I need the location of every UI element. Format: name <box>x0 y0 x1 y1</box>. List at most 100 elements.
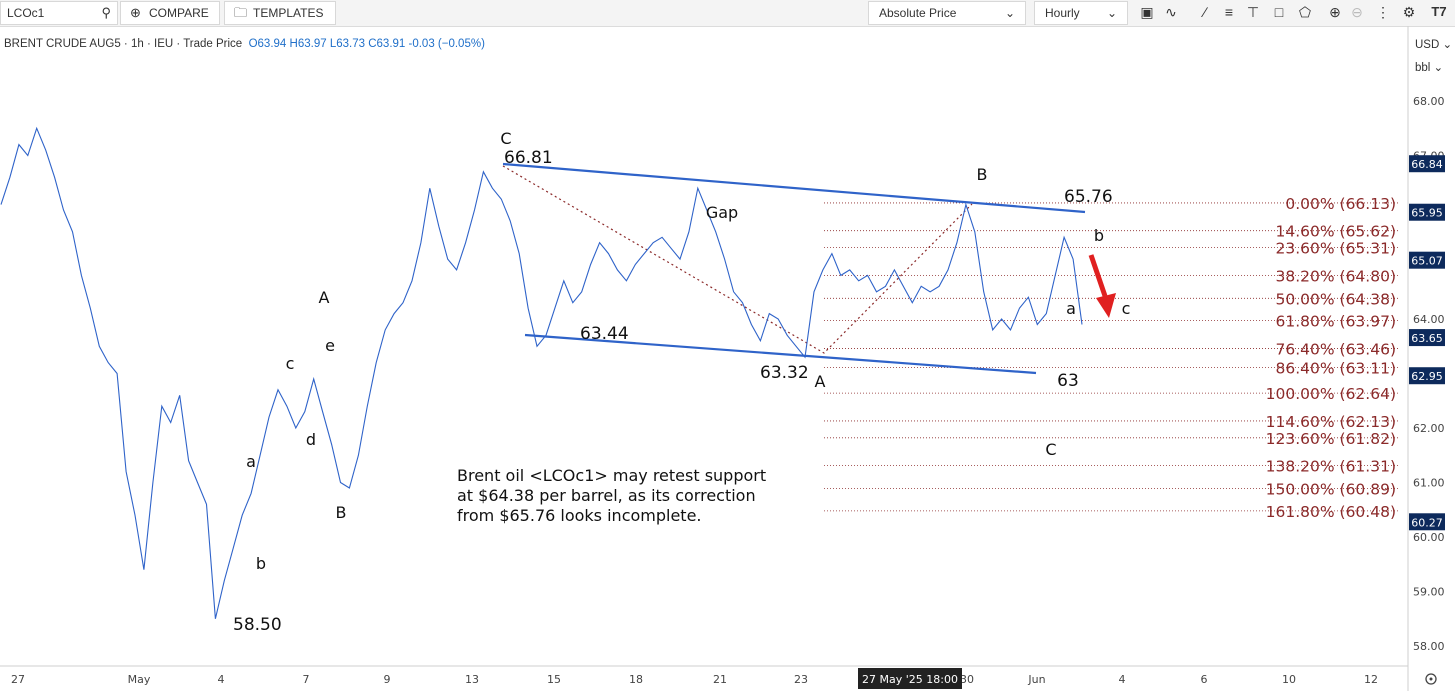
price-mode-value: Absolute Price <box>879 6 957 20</box>
fib-level-label: 86.40% (63.11) <box>1275 360 1396 378</box>
settings-icon[interactable]: ⚙ <box>1402 4 1416 20</box>
shapes-icon[interactable]: □ <box>1274 4 1284 20</box>
ohlc-change: -0.03 (−0.05%) <box>408 38 485 50</box>
fib-level-pct: 76.40% <box>1275 340 1334 358</box>
fib-level-label: 14.60% (65.62) <box>1275 223 1396 241</box>
price-label: 58.50 <box>233 615 282 635</box>
fib-level-pct: 38.20% <box>1275 267 1334 285</box>
wave-label: b <box>1094 226 1104 245</box>
ohlc-high: H63.97 <box>289 38 327 50</box>
wave-label: b <box>256 554 266 573</box>
fib-level-pct: 100.00% <box>1266 385 1335 403</box>
price-line <box>0 126 1083 619</box>
fib-level-pct: 123.60% <box>1266 430 1335 448</box>
wave-label: Gap <box>706 203 738 222</box>
channel-upper-line <box>502 162 1086 214</box>
channel-lines <box>502 162 1086 375</box>
fib-level-pct: 0.00% <box>1285 195 1334 213</box>
wave-label: d <box>306 430 316 449</box>
fib-level-price: (63.11) <box>1335 360 1396 378</box>
price-mode-select[interactable]: Absolute Price ⌄ <box>868 1 1026 25</box>
y-tick-label: 66.00 <box>1413 204 1445 217</box>
fib-level-price: (65.31) <box>1335 240 1396 258</box>
drawing-lines-icon[interactable]: ∕ <box>1203 4 1207 20</box>
search-icon[interactable]: ⚲ <box>101 5 111 20</box>
instrument-price-type: Trade Price <box>183 38 243 50</box>
fib-level-price: (65.62) <box>1335 223 1396 241</box>
x-tick-label: 4 <box>218 673 225 686</box>
fib-level-price: (60.89) <box>1335 480 1396 498</box>
wave-label: B <box>977 165 988 184</box>
fib-level-label: 150.00% (60.89) <box>1266 480 1396 498</box>
y-tick-label: 62.00 <box>1413 422 1445 435</box>
x-axis: 27 May 4 7 9 13 15 18 21 23 25 30 Jun 4 6 10 12 27 May '2… <box>11 668 1378 689</box>
price-tag-label: 60.27 <box>1411 516 1443 529</box>
note-line: Brent oil <LCOc1> may retest support <box>457 466 766 485</box>
wave-label: A <box>319 288 330 307</box>
fib-level-pct: 50.00% <box>1275 290 1334 308</box>
x-tick-label: May <box>128 673 151 686</box>
fib-level-price: (63.97) <box>1335 313 1396 331</box>
price-tag-box <box>1409 203 1445 221</box>
fib-level-label: 50.00% (64.38) <box>1275 290 1396 308</box>
x-tick-label: 12 <box>1364 673 1378 686</box>
currency-select[interactable]: USD ⌄ <box>1415 39 1453 51</box>
zoom-out-icon[interactable]: ⊖ <box>1351 4 1363 20</box>
wave-label: B <box>336 503 347 522</box>
x-tick-label: 27 <box>11 673 25 686</box>
compare-button[interactable]: ⊕ COMPARE <box>120 1 220 25</box>
wave-label: e <box>325 336 335 355</box>
fib-level-label: 76.40% (63.46) <box>1275 340 1396 358</box>
y-tick-label: 68.00 <box>1413 95 1445 108</box>
y-tick-label: 60.00 <box>1413 531 1445 544</box>
zoom-in-icon[interactable]: ⊕ <box>1329 4 1341 20</box>
text-tool-icon[interactable]: ⊤ <box>1246 4 1260 20</box>
y-tick-label: 59.00 <box>1413 586 1445 599</box>
price-series <box>0 126 1083 619</box>
y-tick-label: 65.00 <box>1413 259 1445 272</box>
polygon-icon[interactable]: ⬠ <box>1298 4 1312 20</box>
currency-value: USD <box>1415 39 1440 51</box>
symbol-search-input[interactable]: LCOc1 ⚲ <box>0 1 118 25</box>
instrument-info: BRENT CRUDE AUG5 · 1h · IEU · Trade Pric… <box>4 38 485 50</box>
forecast-arrow-shaft <box>1088 254 1108 297</box>
interval-select[interactable]: Hourly ⌄ <box>1034 1 1128 25</box>
more-icon[interactable]: ⋮ <box>1376 4 1390 20</box>
indicator-icon[interactable]: ∿ <box>1165 4 1177 20</box>
bar-chart-icon[interactable]: ▣ <box>1140 4 1154 20</box>
wave-label: a <box>246 452 256 471</box>
fib-level-pct: 61.80% <box>1275 313 1334 331</box>
fib-level-label: 0.00% (66.13) <box>1285 195 1396 213</box>
crosshair-date-label: 27 May '25 18:00 <box>862 673 958 686</box>
fib-level-price: (66.13) <box>1335 195 1396 213</box>
x-tick-label: Jun <box>1027 673 1045 686</box>
fib-level-price: (63.46) <box>1335 340 1396 358</box>
x-tick-label: 18 <box>629 673 643 686</box>
x-tick-label: 15 <box>547 673 561 686</box>
reset-view-icon[interactable] <box>1425 673 1437 685</box>
fibonacci-levels: 0.00% (66.13) 14.60% (65.62)23.60% (65.31… <box>824 195 1398 521</box>
unit-value: bbl <box>1415 62 1431 74</box>
wave-label: c <box>286 354 295 373</box>
fib-level-label: 114.60% (62.13) <box>1266 413 1396 431</box>
x-tick-label: 23 <box>794 673 808 686</box>
fib-level-price: (64.38) <box>1335 290 1396 308</box>
horizontal-line-icon[interactable]: ≡ <box>1224 4 1234 20</box>
price-tag-label: 65.95 <box>1411 207 1443 220</box>
fib-level-price: (64.80) <box>1335 267 1396 285</box>
fib-level-pct: 23.60% <box>1275 240 1334 258</box>
templates-label: TEMPLATES <box>253 6 324 20</box>
price-label: 63.44 <box>580 324 629 344</box>
templates-button[interactable]: 🗀 TEMPLATES <box>224 1 336 25</box>
unit-select[interactable]: bbl ⌄ <box>1415 62 1444 74</box>
fib-level-pct: 161.80% <box>1266 503 1335 521</box>
compare-label: COMPARE <box>149 6 209 20</box>
forecast-arrow-head <box>1096 293 1116 318</box>
price-label: 66.81 <box>504 148 553 168</box>
wave-label: C <box>1045 440 1056 459</box>
folder-icon: 🗀 <box>234 5 248 20</box>
forecast-arrow <box>1088 254 1116 318</box>
